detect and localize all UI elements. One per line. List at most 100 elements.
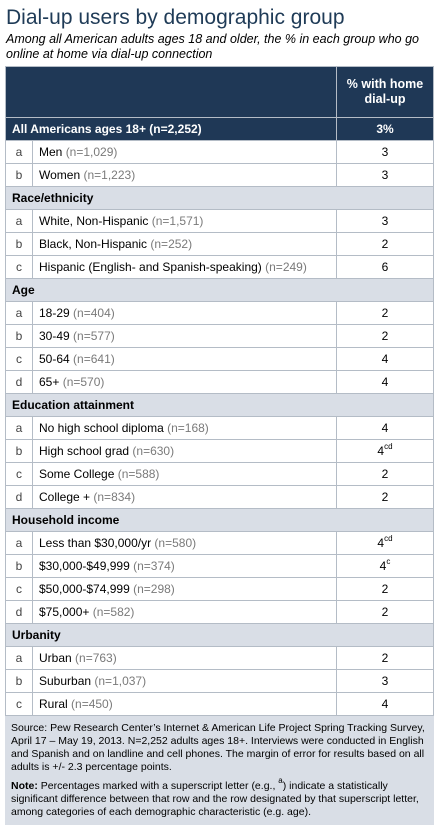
row-sample-size: (n=763) <box>75 651 117 665</box>
row-value: 3 <box>381 145 389 159</box>
row-sample-size: (n=374) <box>133 559 175 573</box>
row-sample-size: (n=252) <box>150 237 193 251</box>
row-letter: c <box>5 577 33 601</box>
row-label: 50-64 <box>39 352 70 366</box>
row-label-cell: Men (n=1,029) <box>32 140 337 164</box>
row-value-cell: 4 <box>336 692 434 716</box>
table-row: b High school grad (n=630) 4cd <box>5 439 434 463</box>
row-label: College + <box>39 490 91 504</box>
table-body: All Americans ages 18+ (n=2,252) 3% a Men… <box>5 117 434 716</box>
row-sample-size: (n=298) <box>133 582 175 596</box>
row-label-cell: Black, Non-Hispanic (n=252) <box>32 232 337 256</box>
row-value-cell: 3 <box>336 163 434 187</box>
note-text-a: Percentages marked with a superscript le… <box>37 780 279 792</box>
row-value: 3 <box>381 674 389 688</box>
row-letter: c <box>5 692 33 716</box>
row-sample-size: (n=1,029) <box>65 145 118 159</box>
row-label-cell: Less than $30,000/yr (n=580) <box>32 531 337 555</box>
row-label: Some College <box>39 467 115 481</box>
row-sample-size: (n=641) <box>73 352 115 366</box>
chart-container: Dial-up users by demographic group Among… <box>0 6 434 825</box>
row-value-cell: 4cd <box>336 439 434 463</box>
table-row: c $50,000-$74,999 (n=298) 2 <box>5 577 434 601</box>
row-value: 3 <box>381 168 389 182</box>
dialup-table: % with home dial-up All Americans ages 1… <box>5 66 434 716</box>
row-value: 2 <box>381 467 389 481</box>
row-value: 4 <box>379 559 387 573</box>
row-letter: a <box>5 209 33 233</box>
row-letter: d <box>5 485 33 509</box>
row-sample-size: (n=1,571) <box>151 214 204 228</box>
row-value-cell: 2 <box>336 301 434 325</box>
row-value: 4 <box>381 375 389 389</box>
row-label-cell: Some College (n=588) <box>32 462 337 486</box>
table-row: b 30-49 (n=577) 2 <box>5 324 434 348</box>
row-value: 4 <box>377 444 385 458</box>
table-row: c Rural (n=450) 4 <box>5 692 434 716</box>
section-label: Urbanity <box>5 623 434 647</box>
note-prefix: Note: <box>11 780 38 792</box>
total-value: 3% <box>336 117 434 141</box>
row-sample-size: (n=582) <box>92 605 135 619</box>
table-row: b Suburban (n=1,037) 3 <box>5 669 434 693</box>
note-sup: a <box>278 776 283 785</box>
row-value-cell: 4 <box>336 370 434 394</box>
row-label: $50,000-$74,999 <box>39 582 130 596</box>
row-sample-size: (n=1,223) <box>83 168 136 182</box>
row-label-cell: 18-29 (n=404) <box>32 301 337 325</box>
row-letter: a <box>5 531 33 555</box>
table-row: c Hispanic (English- and Spanish-speaking… <box>5 255 434 279</box>
row-label: White, Non-Hispanic <box>39 214 149 228</box>
section-row: Education attainment <box>5 393 434 417</box>
row-label-cell: $50,000-$74,999 (n=298) <box>32 577 337 601</box>
row-value-cell: 6 <box>336 255 434 279</box>
row-letter: b <box>5 232 33 256</box>
row-letter: b <box>5 163 33 187</box>
row-value-cell: 4 <box>336 416 434 440</box>
row-value-cell: 3 <box>336 140 434 164</box>
row-label: $75,000+ <box>39 605 90 619</box>
row-label: $30,000-$49,999 <box>39 559 130 573</box>
row-letter: a <box>5 416 33 440</box>
table-row: d College + (n=834) 2 <box>5 485 434 509</box>
row-label-cell: High school grad (n=630) <box>32 439 337 463</box>
row-letter: a <box>5 646 33 670</box>
section-row: Race/ethnicity <box>5 186 434 210</box>
row-value-cell: 2 <box>336 324 434 348</box>
row-label: 18-29 <box>39 306 70 320</box>
row-letter: c <box>5 255 33 279</box>
row-value-cell: 4 <box>336 347 434 371</box>
table-row: c 50-64 (n=641) 4 <box>5 347 434 371</box>
row-sample-size: (n=834) <box>93 490 136 504</box>
row-sample-size: (n=630) <box>132 444 175 458</box>
row-label-cell: $75,000+ (n=582) <box>32 600 337 624</box>
row-sample-size: (n=570) <box>62 375 105 389</box>
row-label: Men <box>39 145 63 159</box>
row-value-cell: 3 <box>336 209 434 233</box>
row-letter: b <box>5 669 33 693</box>
row-label: Suburban <box>39 674 92 688</box>
row-value: 2 <box>381 329 389 343</box>
header-label-cell <box>5 66 337 118</box>
section-label: Race/ethnicity <box>5 186 434 210</box>
row-letter: a <box>5 301 33 325</box>
row-value-cell: 2 <box>336 462 434 486</box>
row-sample-size: (n=577) <box>73 329 115 343</box>
row-letter: b <box>5 554 33 578</box>
significance-superscript: cd <box>384 534 393 543</box>
row-value-cell: 2 <box>336 485 434 509</box>
row-value-cell: 3 <box>336 669 434 693</box>
table-row: d $75,000+ (n=582) 2 <box>5 600 434 624</box>
row-value: 2 <box>381 651 389 665</box>
section-label: Education attainment <box>5 393 434 417</box>
row-value: 4 <box>381 697 389 711</box>
row-label: Hispanic (English- and Spanish-speaking) <box>39 260 262 274</box>
table-row: a Men (n=1,029) 3 <box>5 140 434 164</box>
section-label: Age <box>5 278 434 302</box>
row-letter: c <box>5 462 33 486</box>
section-label: Household income <box>5 508 434 532</box>
row-label: Rural <box>39 697 68 711</box>
table-row: c Some College (n=588) 2 <box>5 462 434 486</box>
table-row: a White, Non-Hispanic (n=1,571) 3 <box>5 209 434 233</box>
row-value-cell: 2 <box>336 232 434 256</box>
